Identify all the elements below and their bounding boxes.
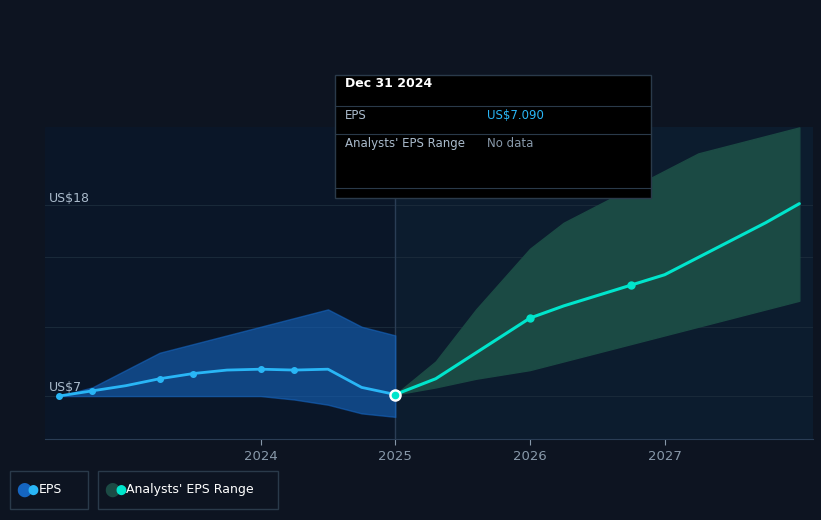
Text: ⬤: ⬤	[28, 485, 39, 495]
Text: No data: No data	[487, 137, 533, 150]
Text: EPS: EPS	[39, 484, 62, 496]
Text: ⬤: ⬤	[16, 483, 32, 497]
Text: ⬤: ⬤	[104, 483, 120, 497]
Bar	[45, 127, 395, 439]
Text: US$7: US$7	[49, 381, 82, 394]
Text: Actual: Actual	[351, 134, 390, 147]
Text: ⬤: ⬤	[116, 485, 126, 495]
Text: Analysts' EPS Range: Analysts' EPS Range	[126, 484, 254, 496]
Bar	[395, 127, 813, 439]
Text: US$18: US$18	[49, 192, 90, 205]
Text: US$7.090: US$7.090	[487, 109, 544, 122]
Text: Analysts Forecasts: Analysts Forecasts	[406, 134, 522, 147]
Text: Dec 31 2024: Dec 31 2024	[345, 77, 432, 90]
Text: EPS: EPS	[345, 109, 366, 122]
Text: Analysts' EPS Range: Analysts' EPS Range	[345, 137, 465, 150]
